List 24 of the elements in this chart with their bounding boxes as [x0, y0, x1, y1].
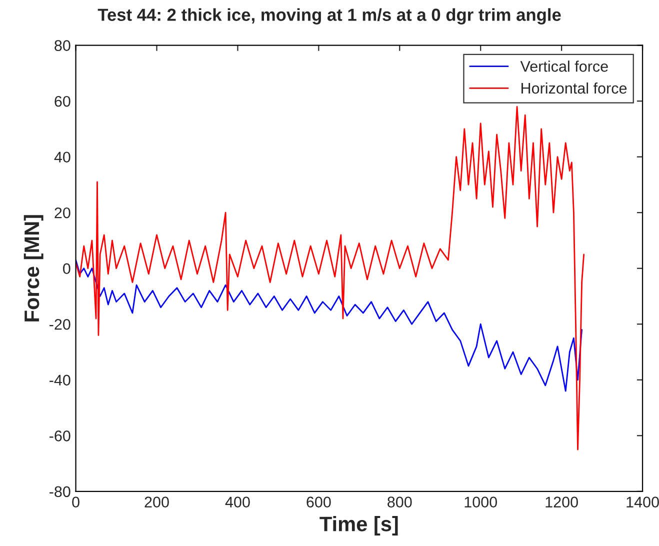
- y-tick-label: -40: [50, 374, 70, 386]
- y-tick-label: 0: [63, 263, 70, 274]
- y-tick-label: 40: [54, 152, 70, 163]
- legend-label: Horizontal force: [522, 82, 627, 94]
- line-series: [76, 106, 585, 450]
- x-tick-label: 600: [306, 496, 331, 508]
- x-tick-label: 800: [388, 496, 412, 508]
- x-tick-label: 400: [225, 496, 250, 508]
- y-tick-label: -20: [50, 318, 70, 330]
- y-tick-label: -80: [50, 486, 70, 498]
- x-axis-title: Time [s]: [320, 516, 398, 536]
- y-tick-label: 60: [54, 96, 70, 107]
- chart-title: Test 44: 2 thick ice, moving at 1 m/s at a 0 dgr trim angle: [98, 8, 561, 24]
- line-series: [76, 259, 582, 392]
- x-tick-label: 200: [144, 496, 169, 508]
- x-tick-label: 1200: [546, 496, 578, 508]
- x-tick-label: 0: [72, 496, 80, 508]
- y-tick-label: -60: [50, 430, 70, 442]
- y-tick-label: 20: [54, 207, 70, 218]
- legend-label: Vertical force: [520, 60, 608, 72]
- y-axis-title: Force [MN]: [24, 215, 44, 322]
- x-tick-label: 1400: [626, 496, 659, 508]
- x-tick-label: 1000: [464, 496, 497, 508]
- y-tick-label: 80: [54, 40, 70, 52]
